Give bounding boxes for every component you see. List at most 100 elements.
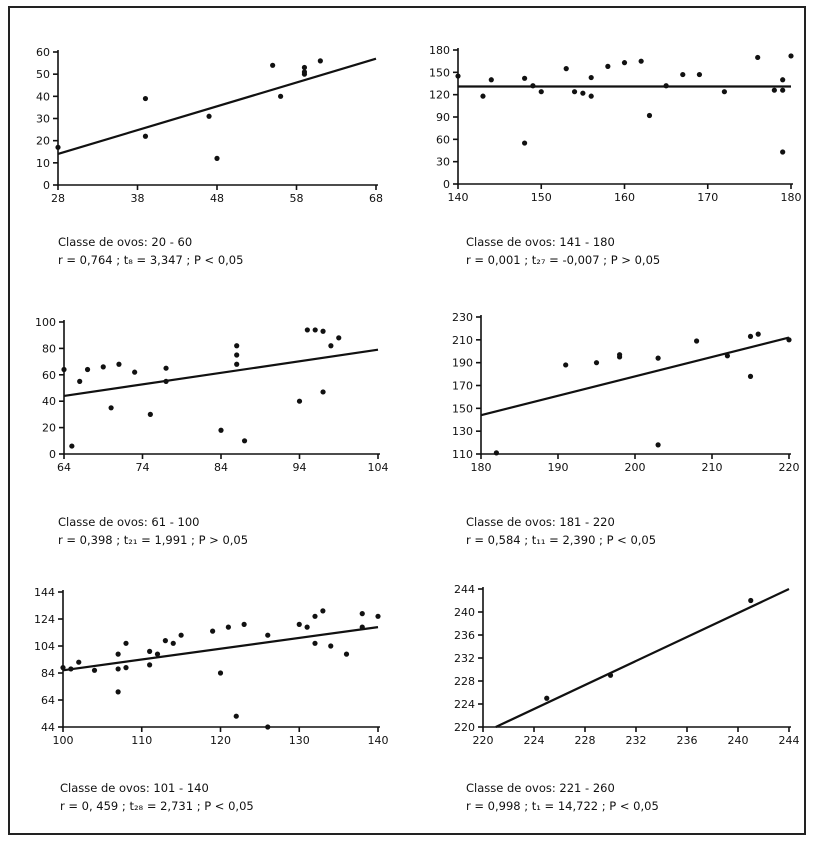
y-tick-label: 244 xyxy=(454,583,475,596)
data-point xyxy=(755,54,761,61)
panel-caption-stats: r = 0,001 ; t₂₇ = -0,007 ; P > 0,05 xyxy=(466,253,660,267)
x-tick-label: 240 xyxy=(728,734,749,747)
data-point xyxy=(696,71,703,78)
data-point xyxy=(265,632,271,638)
y-tick-label: 150 xyxy=(429,66,450,79)
data-point xyxy=(116,361,122,367)
x-tick-label: 84 xyxy=(214,461,228,474)
y-tick-label: 150 xyxy=(452,402,473,415)
data-point xyxy=(522,140,528,146)
data-point xyxy=(488,77,494,83)
data-point xyxy=(571,89,578,95)
data-point xyxy=(163,378,169,384)
y-tick-label: 30 xyxy=(36,113,50,126)
data-point xyxy=(359,611,365,617)
scatter-panel-2: 140 150 160 170 180 0 30 60 90 120 150 180 Classe de… xyxy=(429,44,802,267)
data-point xyxy=(493,450,499,456)
data-point xyxy=(780,77,786,83)
y-tick-label: 84 xyxy=(41,667,55,680)
axes xyxy=(482,587,791,728)
axes xyxy=(57,50,378,186)
x-tick-label: 38 xyxy=(131,192,145,205)
data-point xyxy=(115,666,121,672)
x-tick-label: 58 xyxy=(290,192,304,205)
x-tick-label: 160 xyxy=(614,191,635,204)
axes xyxy=(62,590,380,728)
data-point xyxy=(663,83,669,89)
data-point xyxy=(178,632,184,638)
x-tick-label: 64 xyxy=(57,461,71,474)
data-point xyxy=(593,360,600,366)
axes xyxy=(457,48,793,185)
data-point xyxy=(217,670,224,676)
data-point xyxy=(91,667,98,673)
data-point xyxy=(522,75,528,81)
figure-frame xyxy=(8,6,806,835)
y-tick-label: 90 xyxy=(436,111,450,124)
data-point xyxy=(147,648,153,655)
data-point xyxy=(132,369,138,375)
y-tick-label: 220 xyxy=(454,721,475,734)
data-point xyxy=(304,624,310,630)
data-point xyxy=(617,352,623,358)
data-point xyxy=(312,640,318,646)
x-tick-label: 170 xyxy=(697,191,718,204)
data-point xyxy=(84,366,91,373)
panel-caption-stats: r = 0, 459 ; t₂₈ = 2,731 ; P < 0,05 xyxy=(60,799,254,813)
regression-line xyxy=(495,588,790,728)
data-point xyxy=(241,621,247,628)
y-tick-label: 60 xyxy=(436,133,450,146)
data-point xyxy=(142,95,149,102)
y-tick-label: 10 xyxy=(36,157,50,170)
x-tick-label: 74 xyxy=(136,461,150,474)
data-point xyxy=(55,144,61,150)
data-point xyxy=(748,597,754,604)
y-tick-label: 236 xyxy=(454,629,475,642)
scatter-panel-4: 180 190 200 210 220 110 130 150 170 190 210 230 Clas… xyxy=(452,311,800,547)
x-tick-label: 236 xyxy=(677,734,698,747)
regression-line xyxy=(62,626,379,672)
data-point xyxy=(336,335,342,341)
data-point xyxy=(480,93,486,99)
data-point xyxy=(621,60,628,66)
y-tick-label: 170 xyxy=(452,380,473,393)
x-tick-label: 180 xyxy=(781,191,802,204)
x-tick-label: 130 xyxy=(289,734,310,747)
y-tick-label: 40 xyxy=(42,395,56,408)
data-point xyxy=(455,73,461,79)
data-point xyxy=(304,327,310,333)
data-point xyxy=(233,713,239,719)
panel-caption-class: Classe de ovos: 101 - 140 xyxy=(60,781,209,795)
data-point xyxy=(60,665,66,671)
data-point xyxy=(154,651,161,657)
data-point xyxy=(76,659,82,665)
y-tick-label: 60 xyxy=(42,369,56,382)
data-point xyxy=(786,337,792,343)
y-tick-label: 124 xyxy=(34,613,55,626)
y-tick-label: 180 xyxy=(429,44,450,57)
panel-caption-class: Classe de ovos: 181 - 220 xyxy=(466,515,615,529)
y-tick-label: 30 xyxy=(436,156,450,169)
y-tick-label: 144 xyxy=(34,586,55,599)
data-point xyxy=(544,695,550,701)
data-point xyxy=(588,93,594,99)
data-point xyxy=(214,155,220,161)
data-point xyxy=(210,628,216,634)
data-point xyxy=(234,352,240,358)
data-point xyxy=(320,328,326,334)
y-tick-label: 60 xyxy=(36,46,50,59)
data-point xyxy=(320,608,326,614)
x-tick-label: 180 xyxy=(471,461,492,474)
y-tick-label: 50 xyxy=(36,68,50,81)
axes xyxy=(480,315,791,455)
data-point xyxy=(123,640,129,646)
y-tick-label: 228 xyxy=(454,675,475,688)
data-point xyxy=(771,87,777,93)
data-point xyxy=(317,58,323,64)
data-point xyxy=(61,366,67,373)
y-tick-label: 80 xyxy=(42,342,56,355)
data-point xyxy=(747,373,754,379)
data-point xyxy=(142,133,149,139)
data-point xyxy=(265,724,271,730)
panel-caption-class: Classe de ovos: 221 - 260 xyxy=(466,781,615,795)
